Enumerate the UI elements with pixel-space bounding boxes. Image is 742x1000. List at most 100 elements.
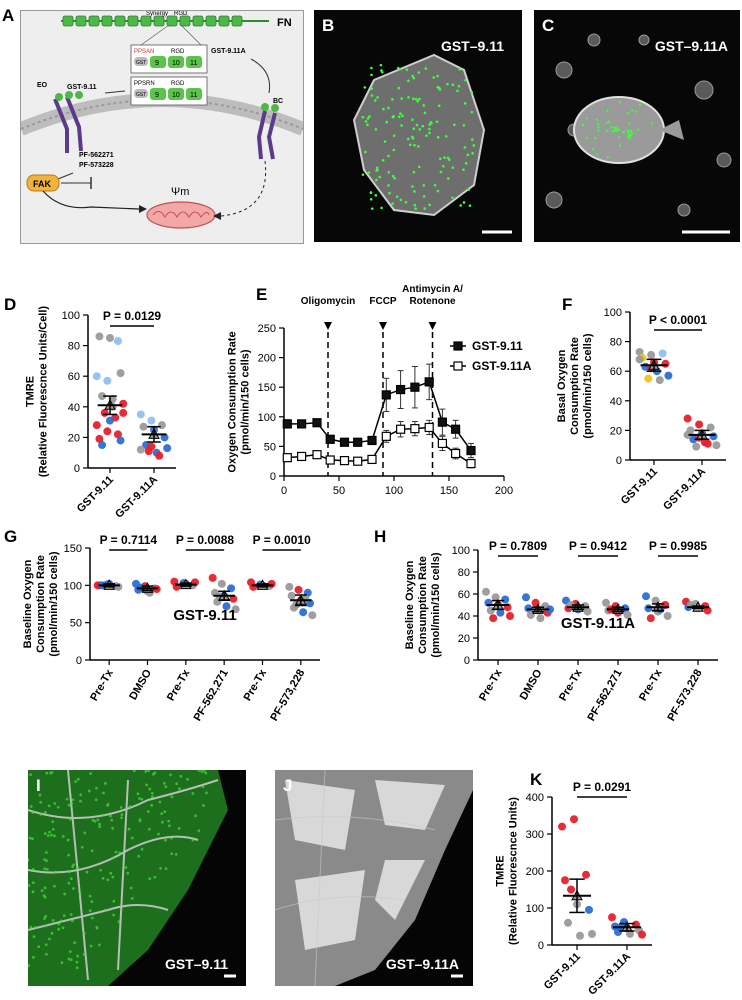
y-axis-label: Oxygen Consumption Rate (pmol/min/150 cel… (227, 331, 252, 472)
y-axis-label-line: (pmol/min/150 cells) (582, 333, 594, 438)
green-puncta-b (361, 63, 476, 210)
data-point (119, 399, 128, 408)
x-tick-label: Pre-Tx (557, 667, 585, 703)
panel-label-b: B (322, 16, 335, 35)
data-point (381, 431, 391, 441)
data-point (116, 369, 125, 378)
y-tick-label: 50 (264, 441, 276, 453)
p-value: P = 0.0010 (253, 533, 311, 547)
data-point (325, 434, 335, 444)
data-point (496, 608, 505, 617)
y-tick-label: 20 (68, 432, 80, 444)
y-axis-label-line: (pmol/min/150 cells) (240, 349, 252, 454)
data-point (588, 929, 596, 938)
gst911-label: GST-9.11 (67, 84, 97, 91)
p-value: P < 0.0001 (649, 313, 707, 327)
y-axis-label: TMRE (Relative Fluorescnce Units/Cell) (25, 306, 50, 477)
y-tick-label: 300 (526, 829, 544, 841)
x-tick-label: PF-573,228 (268, 668, 307, 724)
data-point (567, 885, 575, 894)
data-point (208, 573, 217, 582)
rgd-label-top: RGD (174, 11, 188, 17)
fn-chain-icon (62, 15, 243, 27)
data-point (294, 585, 303, 594)
y-tick-label: 400 (526, 792, 544, 804)
arrow-icon (250, 58, 271, 94)
y-tick-label: 40 (68, 402, 80, 414)
data-point (100, 408, 109, 417)
y-axis-label-line: (Relative Fluorescnce Units/Cell) (38, 306, 50, 477)
y-axis-label-line: TMRE (495, 855, 507, 886)
y-tick-label: 80 (458, 567, 470, 579)
y-axis-label-line: Baseline Oxygen (22, 559, 34, 648)
data-point (95, 332, 104, 341)
y-axis-label-line: Consumption Rate (569, 337, 581, 435)
y-tick-label: 60 (610, 366, 622, 378)
p-value: P = 0.0088 (176, 533, 234, 547)
data-point (424, 422, 434, 433)
data-point (451, 424, 461, 434)
y-axis-label-line: Consumption Rate (35, 555, 47, 653)
ppsrn-label: PPSRN (134, 81, 155, 87)
injection-arrow (428, 322, 437, 330)
x-tick-label: DMSO (127, 667, 154, 702)
data-point (367, 435, 377, 446)
y-tick-label: 80 (610, 337, 622, 349)
mitochondria-icon (146, 201, 216, 229)
data-point (299, 608, 308, 617)
data-point (339, 456, 350, 466)
data-point (706, 423, 715, 432)
data-point (501, 595, 510, 604)
data-point (522, 593, 530, 602)
data-point (339, 437, 350, 447)
y-axis-label: Basal Oxygen Consumption Rate (pmol/min/15… (556, 333, 594, 438)
data-point (683, 430, 692, 439)
x-tick-label: Pre-Tx (637, 667, 665, 703)
injection-label: FCCP (369, 296, 397, 307)
panel-label: H (374, 527, 386, 546)
x-tick-label: Pre-Tx (88, 667, 116, 703)
caption-b: GST–9.11 (440, 38, 504, 54)
data-point (116, 436, 125, 445)
y-tick-label: 0 (270, 471, 276, 483)
legend-marker (453, 341, 463, 351)
data-point (410, 424, 420, 434)
legend-label: GST-9.11A (472, 359, 532, 373)
data-point (353, 437, 363, 447)
injection-label: Antimycin A/ (402, 284, 463, 295)
data-point (381, 390, 391, 400)
data-point (608, 913, 616, 922)
y-tick-label: 60 (458, 589, 470, 601)
data-point (561, 876, 569, 885)
tissue-j-image (275, 770, 473, 986)
data-point (635, 355, 644, 364)
chart-h: H 0 20 40 60 80 100 Baseline Oxygen Consumption … (374, 527, 718, 724)
y-tick-label: 0 (464, 655, 470, 667)
panel-label: G (4, 527, 17, 546)
data-point (287, 591, 296, 600)
data-point (664, 371, 673, 380)
x-tick-label: PF-562,271 (585, 668, 624, 724)
y-tick-label: 250 (258, 323, 276, 335)
data-point (635, 347, 644, 356)
y-tick-label: 150 (64, 543, 82, 555)
data-point (506, 612, 514, 620)
rgd-label-b: RGD (171, 81, 185, 87)
y-axis-label-line: Oxygen Consumption Rate (227, 331, 239, 472)
panel-label: F (562, 295, 572, 314)
data-point (325, 455, 335, 465)
data-point (585, 905, 593, 914)
y-tick-label: 60 (68, 371, 80, 383)
domain-10-b: 10 (172, 92, 180, 99)
data-point (119, 408, 128, 417)
data-point (695, 420, 704, 429)
data-point (451, 448, 461, 459)
data-point (222, 602, 231, 611)
schematic-svg: FN Synergy RGD PPSAN RGD GST 9 10 11 PPS… (21, 11, 303, 229)
domain-10-a: 10 (172, 60, 180, 67)
p-value: P = 0.9412 (569, 539, 627, 553)
data-point (712, 441, 721, 450)
legend-label: GST-9.11 (472, 339, 523, 353)
data-point (709, 432, 718, 441)
micrograph-j: J GST–9.11A (275, 770, 473, 986)
